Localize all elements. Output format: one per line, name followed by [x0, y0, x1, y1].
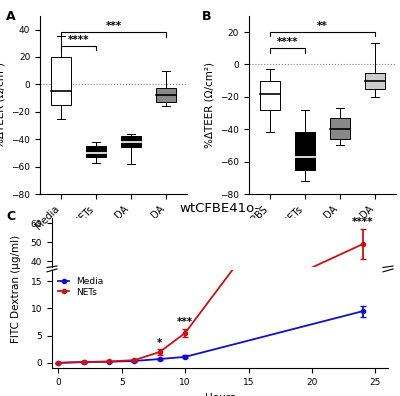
- Text: *: *: [157, 338, 162, 348]
- Text: ****: ****: [68, 35, 89, 45]
- Text: B: B: [202, 10, 212, 23]
- Bar: [330, 118, 350, 139]
- Text: C: C: [6, 210, 15, 223]
- Text: ***: ***: [106, 21, 122, 31]
- Bar: [365, 72, 385, 89]
- Y-axis label: %ΔTEER (Ω/cm²): %ΔTEER (Ω/cm²): [205, 62, 215, 148]
- Legend: Media, NETs: Media, NETs: [56, 275, 106, 298]
- Title: wtCFBE41o-: wtCFBE41o-: [180, 202, 260, 215]
- Text: ****: ****: [352, 217, 373, 227]
- Bar: [295, 133, 314, 170]
- Bar: [51, 57, 71, 105]
- Text: A: A: [6, 10, 16, 23]
- Text: **: **: [317, 21, 328, 31]
- Y-axis label: %ΔTEER (Ω/cm²): %ΔTEER (Ω/cm²): [0, 62, 6, 148]
- Text: ****: ****: [277, 37, 298, 48]
- Text: ***: ***: [177, 317, 193, 327]
- Bar: [86, 146, 106, 157]
- Bar: [122, 137, 141, 147]
- Bar: [260, 81, 280, 110]
- Text: FITC Dextran (µg/ml): FITC Dextran (µg/ml): [11, 235, 21, 343]
- Bar: [156, 88, 176, 102]
- X-axis label: Hours: Hours: [205, 392, 235, 396]
